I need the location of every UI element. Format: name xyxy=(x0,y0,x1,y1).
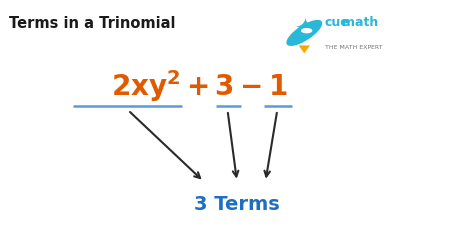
Text: THE MATH EXPERT: THE MATH EXPERT xyxy=(325,45,382,50)
Polygon shape xyxy=(299,45,310,53)
Text: $\mathbf{2xy^2 + 3 - 1}$: $\mathbf{2xy^2 + 3 - 1}$ xyxy=(111,68,287,104)
Ellipse shape xyxy=(286,20,322,46)
Text: Terms in a Trinomial: Terms in a Trinomial xyxy=(9,16,176,31)
Text: ✦: ✦ xyxy=(295,17,316,42)
Text: 3 Terms: 3 Terms xyxy=(194,195,280,214)
Text: cue: cue xyxy=(325,16,349,29)
Circle shape xyxy=(301,28,312,33)
Text: math: math xyxy=(342,16,378,29)
